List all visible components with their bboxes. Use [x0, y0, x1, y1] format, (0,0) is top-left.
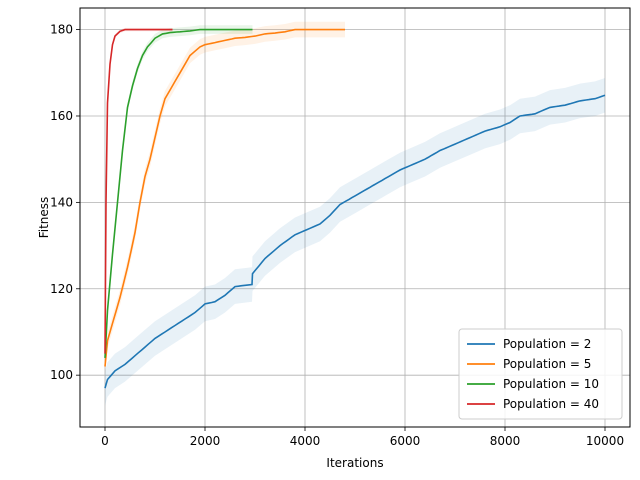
confidence-bands: [105, 21, 605, 406]
legend-box: [458, 328, 623, 420]
legend: Population = 2 Population = 5 Population =…: [458, 328, 623, 420]
series-line-1: [104, 28, 345, 367]
y-tick-label: 120: [50, 282, 73, 296]
series-band-0: [105, 78, 605, 406]
series-line-2: [104, 28, 253, 358]
series-line-3: [104, 28, 173, 354]
legend-label-0: Population = 2: [503, 337, 591, 351]
x-tick-label: 0: [101, 434, 109, 448]
y-tick-label: 140: [50, 195, 73, 209]
x-tick-label: 8000: [490, 434, 521, 448]
legend-label-3: Population = 40: [503, 397, 599, 411]
y-axis-label: Fitness: [37, 197, 51, 239]
x-axis-label: Iterations: [326, 456, 383, 470]
axis-ticks: 0 2000 4000 6000 8000 10000 100 120 140 160 180: [50, 23, 624, 448]
y-tick-label: 100: [50, 368, 73, 382]
series-line-0: [104, 94, 606, 389]
x-tick-label: 4000: [290, 434, 321, 448]
y-tick-label: 180: [50, 23, 73, 37]
grid-lines: [80, 8, 630, 427]
y-tick-label: 160: [50, 109, 73, 123]
x-tick-label: 10000: [586, 434, 624, 448]
legend-label-2: Population = 10: [503, 377, 599, 391]
series-lines: [104, 28, 606, 389]
legend-label-1: Population = 5: [503, 357, 591, 371]
plot-frame: [79, 7, 631, 428]
x-tick-label: 6000: [390, 434, 421, 448]
x-tick-label: 2000: [190, 434, 221, 448]
